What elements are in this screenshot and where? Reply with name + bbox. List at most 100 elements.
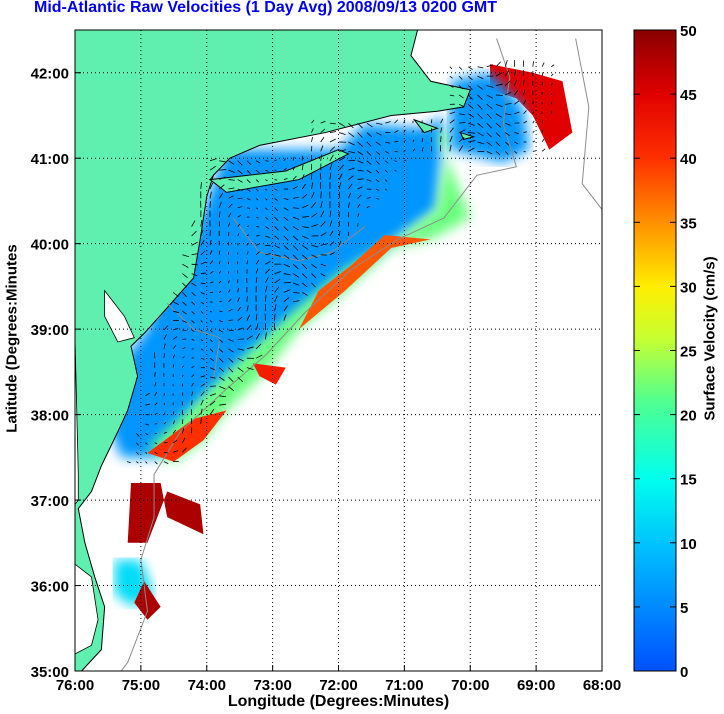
velocity-arrow (172, 364, 175, 368)
velocity-arrow (292, 245, 299, 251)
velocity-arrow (348, 192, 351, 199)
velocity-arrow (200, 329, 203, 332)
velocity-arrow (237, 206, 243, 209)
velocity-arrow (283, 216, 289, 222)
velocity-arrow (357, 186, 363, 190)
velocity-arrow (209, 260, 214, 265)
velocity-arrow (301, 263, 308, 270)
velocity-arrow (348, 122, 354, 129)
x-axis-label: Longitude (Degrees:Minutes) (227, 693, 450, 710)
velocity-arrow (154, 371, 156, 378)
velocity-arrow (458, 75, 463, 80)
velocity-arrow (182, 263, 189, 268)
velocity-arrow (301, 254, 308, 260)
velocity-arrow (209, 165, 216, 171)
velocity-arrow (255, 198, 259, 201)
y-axis-label: Latitude (Degrees:Minutes (3, 244, 21, 433)
velocity-arrow (218, 280, 222, 284)
velocity-arrow (209, 376, 216, 379)
velocity-arrow (302, 235, 309, 240)
velocity-arrow (246, 234, 250, 237)
velocity-arrow (191, 365, 195, 368)
velocity-arrow (274, 179, 278, 181)
velocity-arrow (338, 230, 341, 237)
colorbar-tick-label: 0 (680, 664, 688, 681)
velocity-arrow (265, 260, 271, 265)
velocity-arrow (237, 169, 243, 175)
velocity-arrow (477, 132, 484, 137)
velocity-arrow (219, 290, 222, 293)
velocity-arrow (329, 210, 332, 218)
velocity-arrow (320, 210, 325, 218)
velocity-arrow (532, 130, 535, 133)
velocity-arrow (486, 151, 493, 155)
velocity-arrow (191, 382, 194, 387)
velocity-arrow (228, 348, 234, 353)
velocity-arrow (209, 408, 215, 415)
velocity-arrow (274, 245, 281, 249)
velocity-arrow (495, 141, 501, 147)
x-tick-label: 72:00 (319, 677, 357, 694)
colorbar-tick-label: 45 (680, 87, 697, 104)
velocity-arrow (228, 357, 234, 363)
velocity-arrow (154, 451, 158, 455)
velocity-arrow (348, 150, 356, 154)
velocity-arrow (182, 273, 188, 279)
velocity-arrow (394, 160, 398, 163)
velocity-arrow (163, 402, 166, 406)
velocity-arrow (200, 239, 205, 246)
velocity-arrow (255, 188, 259, 192)
velocity-arrow (265, 226, 270, 230)
velocity-arrow (265, 179, 268, 182)
velocity-arrow (339, 149, 347, 152)
long-island-land (208, 149, 350, 193)
velocity-arrow (504, 132, 510, 136)
velocity-arrow (514, 151, 518, 154)
velocity-arrow (228, 339, 234, 342)
velocity-arrow (228, 160, 235, 165)
velocity-arrow (209, 400, 216, 406)
velocity-arrow (412, 148, 416, 152)
velocity-arrow (163, 431, 168, 434)
velocity-arrow (292, 175, 297, 180)
velocity-arrow (301, 273, 308, 279)
velocity-arrow (504, 141, 510, 146)
velocity-arrow (228, 222, 231, 227)
velocity-arrow (357, 203, 361, 208)
velocity-arrow (338, 122, 346, 127)
pamlico-sound (75, 563, 99, 655)
velocity-arrow (209, 301, 213, 303)
velocity-arrow (366, 169, 372, 174)
map-title: Mid-Atlantic Raw Velocities (1 Day Avg) … (34, 0, 497, 16)
velocity-arrow (145, 451, 148, 454)
velocity-arrow (320, 200, 323, 208)
velocity-arrow (228, 179, 235, 181)
y-tick-label: 38:00 (31, 408, 69, 425)
velocity-arrow (486, 85, 494, 88)
velocity-arrow (200, 229, 204, 237)
velocity-arrow (366, 179, 372, 182)
velocity-arrow (292, 263, 299, 270)
velocity-arrow (338, 182, 342, 190)
velocity-arrow (182, 365, 184, 368)
velocity-arrow (172, 420, 176, 425)
velocity-arrow (283, 245, 289, 251)
velocity-arrow (200, 408, 203, 415)
velocity-arrow (191, 263, 198, 266)
velocity-arrow (366, 197, 371, 199)
velocity-arrow (449, 75, 453, 79)
velocity-arrow (209, 320, 213, 323)
delmarva-rim-region (147, 410, 227, 462)
velocity-arrow (237, 160, 243, 166)
chesapeake-jet-region (127, 482, 204, 543)
velocity-arrow (421, 147, 424, 152)
velocity-arrow (200, 250, 206, 256)
velocity-arrow (172, 336, 178, 340)
velocity-arrow (385, 121, 391, 124)
velocity-arrow (320, 273, 326, 277)
velocity-arrow (550, 73, 554, 77)
colorbar-tick-label: 5 (680, 600, 688, 617)
velocity-arrow (385, 151, 390, 154)
velocity-arrow (246, 169, 251, 175)
x-tick-label: 76:00 (56, 677, 94, 694)
